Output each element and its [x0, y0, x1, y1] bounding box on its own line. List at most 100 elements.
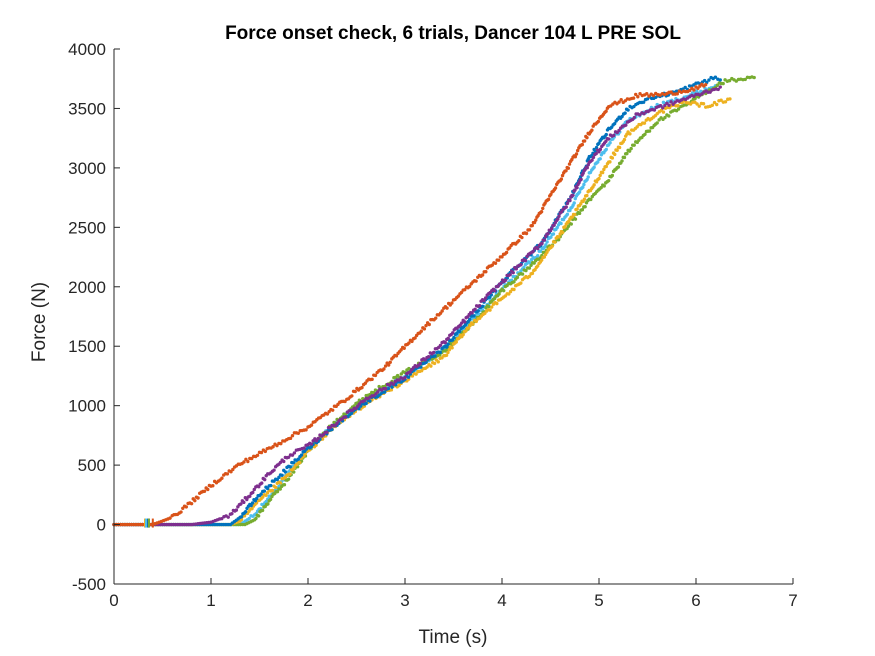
data-point: [536, 264, 540, 268]
data-point: [444, 345, 449, 349]
data-point: [408, 370, 412, 374]
data-point: [410, 339, 414, 344]
data-point: [335, 421, 339, 426]
data-point: [607, 137, 611, 141]
data-point: [556, 217, 560, 221]
data-point: [471, 322, 475, 326]
data-point: [499, 281, 503, 286]
x-tick-label: 6: [691, 591, 700, 610]
data-point: [265, 491, 270, 495]
data-point: [645, 97, 650, 101]
data-point: [683, 85, 687, 90]
data-point: [440, 309, 444, 313]
data-point: [446, 336, 450, 341]
data-point: [296, 431, 300, 435]
data-point: [604, 164, 608, 169]
data-point: [619, 98, 623, 102]
y-tick-label: 1500: [68, 337, 106, 356]
data-point: [299, 453, 304, 457]
data-point: [288, 436, 293, 441]
data-point: [718, 85, 722, 89]
data-point: [202, 489, 207, 494]
data-point: [515, 275, 520, 280]
data-point: [316, 436, 320, 441]
data-point: [243, 510, 248, 514]
data-point: [273, 485, 278, 490]
y-tick-label: -500: [72, 575, 106, 594]
data-point: [669, 90, 673, 94]
data-point: [438, 343, 443, 348]
data-point: [391, 382, 396, 386]
data-point: [275, 443, 279, 448]
data-point: [271, 445, 275, 449]
data-point: [612, 133, 616, 138]
data-point: [252, 487, 256, 492]
data-point: [490, 263, 494, 267]
data-point: [444, 353, 449, 357]
data-point: [290, 453, 295, 457]
data-point: [607, 178, 611, 183]
data-point: [419, 329, 423, 333]
data-point: [226, 515, 230, 519]
data-point: [450, 301, 454, 305]
data-point: [368, 399, 372, 403]
data-point: [594, 151, 598, 156]
data-point: [585, 193, 589, 198]
data-point: [632, 143, 636, 147]
series-4: [112, 85, 722, 527]
data-point: [364, 401, 368, 406]
data-point: [447, 348, 452, 352]
data-point: [450, 346, 454, 350]
data-point: [460, 321, 464, 325]
data-point: [625, 151, 629, 156]
data-point: [418, 361, 422, 366]
data-point: [502, 288, 506, 293]
data-point: [260, 481, 264, 485]
y-tick-label: 0: [97, 516, 106, 535]
data-point: [539, 258, 544, 262]
data-point: [309, 423, 314, 427]
data-point: [487, 304, 491, 309]
data-point: [461, 332, 465, 337]
data-point: [675, 92, 679, 96]
data-point: [663, 115, 667, 120]
data-point: [710, 103, 715, 108]
data-point: [553, 240, 557, 244]
data-point: [242, 460, 246, 464]
data-point: [472, 314, 476, 318]
data-point: [573, 217, 578, 221]
data-point: [288, 465, 292, 469]
data-point: [610, 173, 615, 178]
data-point: [376, 390, 380, 394]
data-point: [596, 160, 600, 164]
data-point: [594, 145, 599, 150]
data-point: [427, 322, 431, 327]
data-point: [574, 152, 579, 156]
data-point: [604, 132, 608, 137]
x-tick-label: 7: [788, 591, 797, 610]
data-point: [590, 128, 594, 132]
data-point: [283, 470, 288, 474]
data-point: [211, 484, 215, 488]
data-point: [715, 83, 720, 87]
data-point: [383, 386, 388, 391]
data-point: [697, 104, 701, 108]
data-point: [620, 159, 624, 163]
data-point: [530, 271, 535, 276]
data-point: [568, 198, 572, 203]
data-point: [247, 516, 251, 521]
data-point: [571, 193, 575, 198]
data-point: [527, 266, 532, 270]
data-point: [250, 501, 255, 505]
data-point: [643, 132, 647, 136]
data-point: [565, 212, 570, 217]
data-point: [641, 100, 646, 104]
data-point: [245, 497, 249, 502]
data-point: [402, 346, 406, 350]
data-point: [688, 88, 692, 93]
data-point: [484, 270, 488, 274]
data-point: [582, 182, 586, 187]
data-point: [542, 238, 547, 242]
data-point: [566, 166, 571, 170]
data-point: [244, 457, 248, 462]
